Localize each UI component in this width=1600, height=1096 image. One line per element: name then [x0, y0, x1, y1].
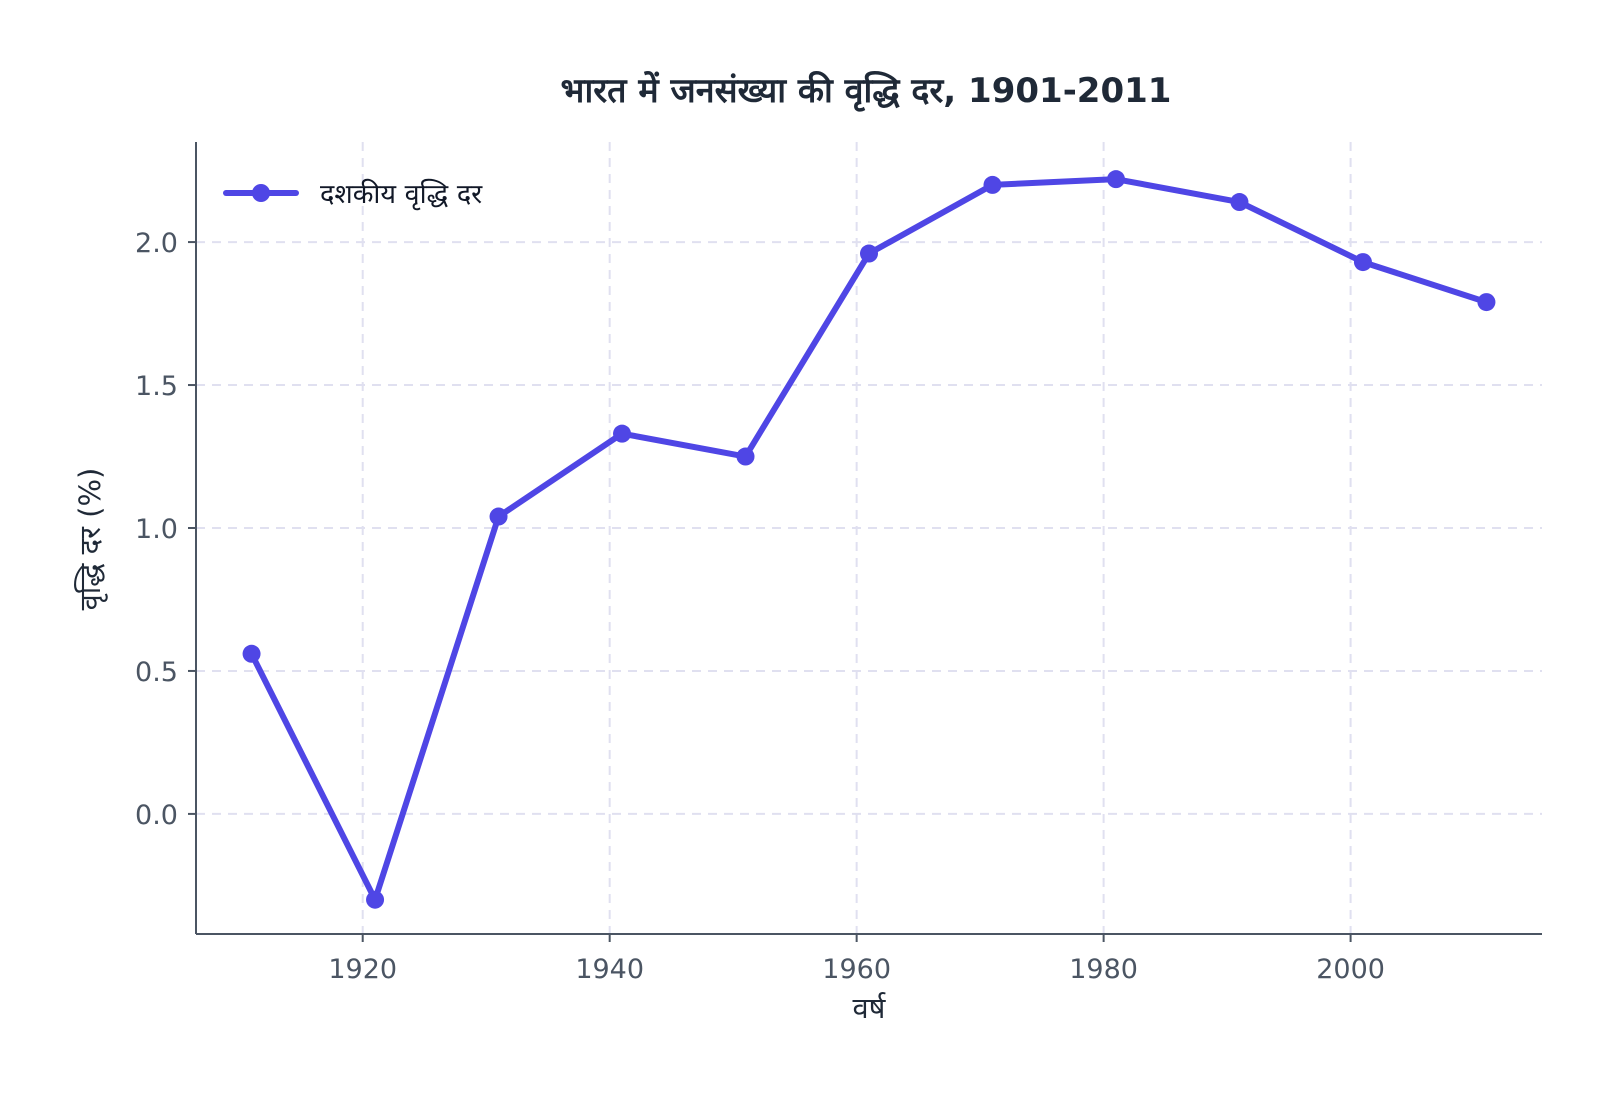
y-tick-label: 1.0	[135, 514, 178, 545]
data-point	[366, 890, 385, 909]
y-axis-label: वृद्धि दर (%)	[73, 468, 108, 611]
series	[242, 170, 1496, 909]
data-point	[1477, 293, 1496, 312]
y-tick-label: 0.5	[135, 657, 178, 688]
x-tick-label: 2000	[1316, 954, 1385, 985]
x-axis-label: वर्ष	[853, 991, 887, 1025]
series-line	[248, 176, 1490, 903]
legend-label: दशकीय वृद्धि दर	[320, 178, 483, 211]
legend: दशकीय वृद्धि दर	[223, 178, 483, 211]
data-point	[736, 447, 755, 466]
x-tick-label: 1920	[328, 954, 397, 985]
data-point	[1353, 253, 1372, 272]
grid	[196, 142, 1542, 934]
x-tick-label: 1940	[575, 954, 644, 985]
data-point	[1230, 193, 1249, 212]
data-point	[1106, 170, 1125, 189]
x-tick-label: 1980	[1069, 954, 1138, 985]
ticks: 1920 1940 1960 1980 2000 0.0 0.5 1.0 1.5 2.0	[135, 228, 1385, 985]
data-point	[613, 424, 632, 443]
y-tick-label: 0.0	[135, 800, 178, 831]
x-tick-label: 1960	[822, 954, 891, 985]
data-point	[860, 244, 878, 263]
legend-marker	[252, 184, 270, 202]
data-point	[983, 175, 1002, 194]
chart-title: भारत में जनसंख्या की वृद्धि दर, 1901-201…	[561, 70, 1172, 112]
y-tick-label: 1.5	[135, 371, 178, 402]
data-point	[489, 507, 508, 526]
y-tick-label: 2.0	[135, 228, 178, 259]
data-point	[242, 644, 261, 663]
